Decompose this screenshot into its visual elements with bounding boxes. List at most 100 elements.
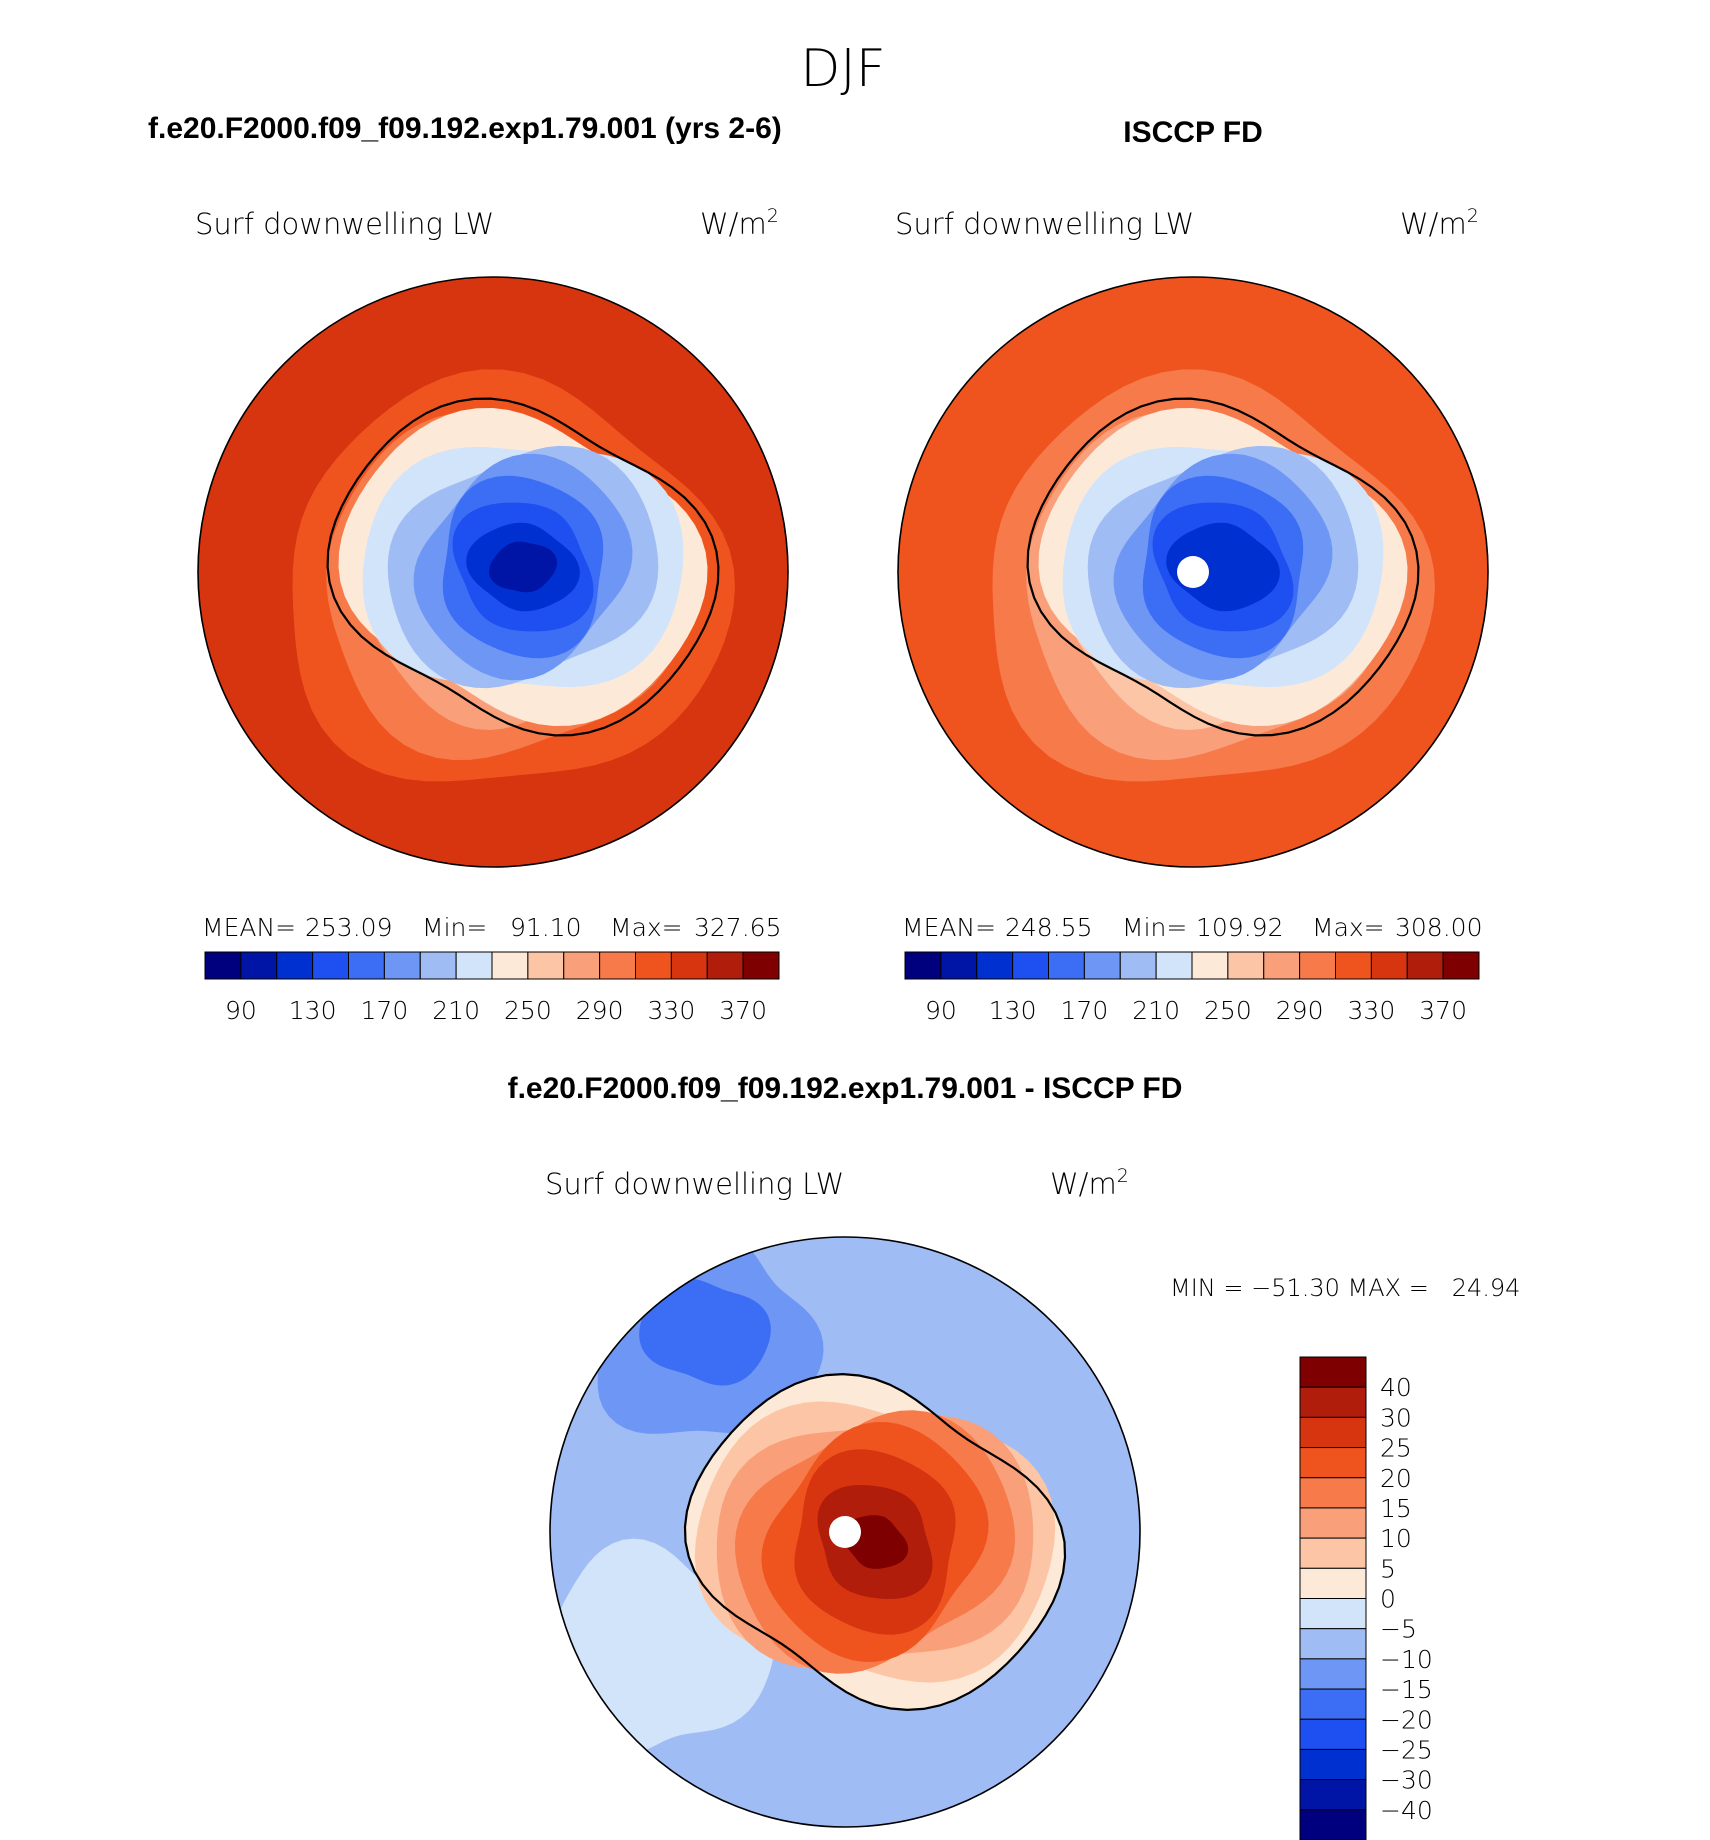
colorbar-tick-label: 370 (1419, 996, 1467, 1025)
colorbar-swatch (599, 951, 636, 980)
colorbar-tick-label: 15 (1380, 1494, 1412, 1523)
colorbar-swatch (204, 951, 242, 980)
model-units-label: W/m2 (700, 205, 779, 241)
svg-text:Max=: Max= (1312, 913, 1385, 942)
obs-missing-pole (1177, 556, 1209, 588)
colorbar-tick-label: 330 (648, 996, 696, 1025)
model-ice-band-90 (489, 541, 557, 593)
colorbar-swatch (1119, 951, 1157, 980)
colorbar-swatch (1299, 1779, 1367, 1811)
colorbar-swatch (1083, 951, 1121, 980)
svg-text:248.55: 248.55 (1005, 913, 1092, 942)
colorbar-swatch (383, 951, 421, 980)
colorbar-tick-label: 170 (361, 996, 409, 1025)
colorbar-tick-label: −20 (1380, 1705, 1433, 1734)
colorbar-swatch (1227, 951, 1265, 980)
svg-text:109.92: 109.92 (1196, 913, 1283, 942)
obs-title: ISCCP FD (1123, 116, 1262, 149)
difference-missing-pole (829, 1516, 861, 1548)
colorbar-swatch (312, 951, 349, 980)
colorbar-tick-label: 250 (1204, 996, 1252, 1025)
colorbar-tick-label: −25 (1380, 1735, 1433, 1764)
colorbar-swatch (1370, 951, 1408, 980)
colorbar-swatch (419, 951, 457, 980)
model-stats: MEAN= 253.09 Min= 91.10 Max= 327.65 (202, 913, 781, 942)
colorbar-swatch (1299, 1416, 1367, 1449)
colorbar-swatch (904, 951, 942, 980)
colorbar-tick-label: 20 (1380, 1464, 1412, 1493)
colorbar-swatch (1335, 951, 1372, 980)
svg-text:Max=: Max= (610, 913, 683, 942)
model-case-title: f.e20.F2000.f09_f09.192.exp1.79.001 (yrs… (148, 112, 782, 145)
obs-coastline (1026, 397, 1420, 737)
difference-title: f.e20.F2000.f09_f09.192.exp1.79.001 - IS… (508, 1072, 1183, 1105)
diff-min-max-text: MIN = −51.30 MAX = 24.94 (1170, 1274, 1520, 1302)
obs-colorbar: 90 130 170 210 250 290 330 370 (904, 951, 1480, 1025)
colorbar-swatch (276, 951, 314, 980)
colorbar-tick-label: 90 (225, 996, 257, 1025)
colorbar-swatch (491, 951, 529, 980)
season-title: DJF (800, 39, 885, 99)
colorbar-tick-label: −10 (1380, 1645, 1433, 1674)
colorbar-swatch (1012, 951, 1049, 980)
svg-text:253.09: 253.09 (305, 913, 392, 942)
svg-text:Min=: Min= (422, 913, 487, 942)
colorbar-swatch (348, 951, 385, 980)
colorbar-tick-label: 170 (1061, 996, 1109, 1025)
difference-band-15-20 (639, 1278, 771, 1386)
colorbar-tick-label: −40 (1380, 1796, 1433, 1825)
colorbar-swatch (1299, 1537, 1367, 1569)
colorbar-tick-label: −5 (1380, 1615, 1417, 1644)
colorbar-swatch (1299, 1718, 1367, 1750)
colorbar-swatch (1299, 1447, 1367, 1479)
difference-map (550, 1237, 1140, 1827)
colorbar-tick-label: 210 (432, 996, 480, 1025)
difference-coastline (683, 1372, 1067, 1712)
difference-map-border (549, 1236, 1141, 1828)
colorbar-swatch (527, 951, 565, 980)
colorbar-swatch (1299, 1628, 1367, 1660)
colorbar-swatch (742, 951, 780, 980)
colorbar-swatch (1406, 951, 1444, 980)
obs-stats: MEAN= 248.55 Min= 109.92 Max= 308.00 (902, 913, 1482, 942)
obs-variable-label: Surf downwelling LW (895, 207, 1194, 241)
svg-text:308.00: 308.00 (1395, 913, 1482, 942)
colorbar-swatch (1442, 951, 1480, 980)
obs-units-label: W/m2 (1400, 205, 1479, 241)
colorbar-swatch (1263, 951, 1301, 980)
colorbar-tick-label: 30 (1380, 1403, 1412, 1432)
colorbar-swatch (1299, 1658, 1367, 1690)
colorbar-swatch (1048, 951, 1085, 980)
colorbar-tick-label: 290 (576, 996, 624, 1025)
colorbar-tick-label: 130 (989, 996, 1037, 1025)
colorbar-swatch (1299, 1567, 1367, 1599)
obs-map (898, 277, 1488, 867)
colorbar-swatch (1299, 1356, 1367, 1388)
colorbar-tick-label: 5 (1380, 1554, 1396, 1583)
colorbar-tick-label: 370 (719, 996, 767, 1025)
svg-text:327.65: 327.65 (694, 913, 781, 942)
colorbar-tick-label: 90 (925, 996, 957, 1025)
svg-text:MEAN=: MEAN= (202, 913, 296, 942)
svg-text:91.10: 91.10 (510, 913, 582, 942)
colorbar-swatch (1299, 1688, 1367, 1720)
colorbar-tick-label: 40 (1380, 1373, 1412, 1402)
colorbar-swatch (1299, 1507, 1367, 1539)
diff-variable-label: Surf downwelling LW (545, 1167, 844, 1201)
colorbar-swatch (1299, 1748, 1367, 1781)
colorbar-tick-label: 0 (1380, 1585, 1396, 1614)
colorbar-tick-label: 10 (1380, 1524, 1412, 1553)
colorbar-swatch (240, 951, 278, 980)
diff-units-label: W/m2 (1050, 1165, 1129, 1201)
model-coastline (326, 397, 720, 737)
colorbar-swatch (1299, 951, 1336, 980)
colorbar-swatch (635, 951, 672, 980)
colorbar-tick-label: 250 (504, 996, 552, 1025)
colorbar-swatch (455, 951, 493, 980)
colorbar-swatch (706, 951, 744, 980)
colorbar-tick-label: −15 (1380, 1675, 1433, 1704)
colorbar-swatch (563, 951, 601, 980)
model-colorbar: 90 130 170 210 250 290 330 370 (204, 951, 780, 1025)
colorbar-swatch (1299, 1598, 1367, 1630)
